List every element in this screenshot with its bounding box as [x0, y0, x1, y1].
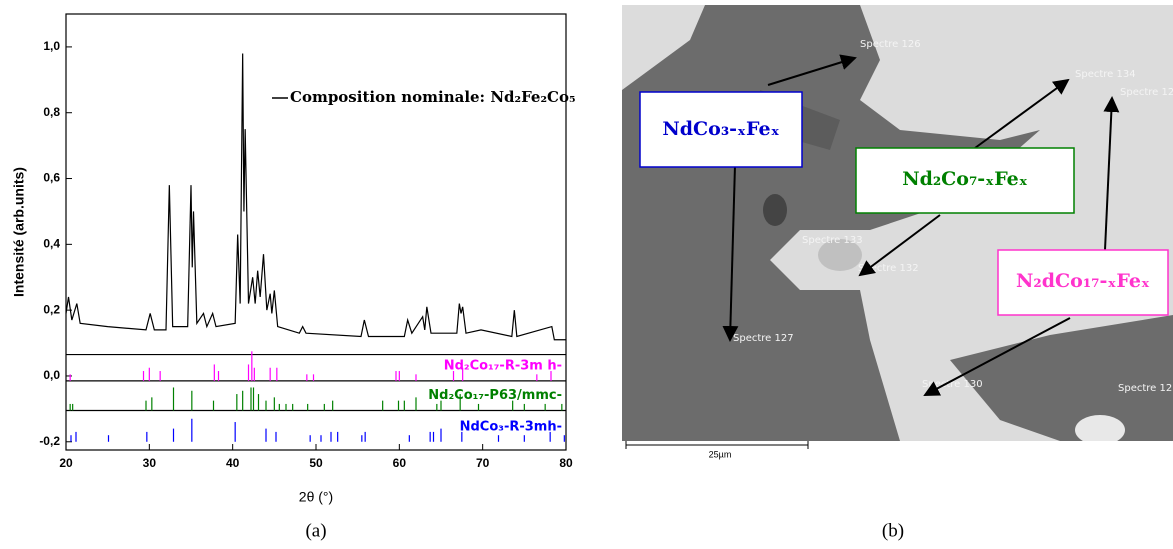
y-axis-label: Intensité (arb.units) [11, 167, 27, 297]
x-tick-label: 70 [476, 456, 490, 470]
spectrum-label: Spectre 126 [860, 39, 921, 50]
legend-label: Composition nominale: Nd₂Fe₂Co₅ [290, 88, 576, 106]
y-tick-label: -0,2 [39, 434, 60, 448]
spectrum-label: Spectre 12 [1118, 383, 1172, 394]
plot-frame [65, 13, 567, 451]
phase-box [997, 249, 1169, 316]
x-tick-label: 50 [309, 456, 323, 470]
panel-label: (a) [305, 520, 326, 541]
reference-label: Nd₂Co₁₇-R-3m h- [444, 358, 562, 373]
panel-label: (b) [882, 520, 904, 541]
y-tick-label: 0,2 [43, 302, 60, 316]
scale-label: 25µm [709, 449, 732, 459]
y-tick-label: 0,4 [43, 237, 60, 251]
xrd-line [65, 53, 566, 341]
arrows [722, 54, 1120, 396]
spectrum-label: Spectre 134 [1075, 69, 1136, 80]
reference-label: Nd₂Co₁₇-P63/mmc- [428, 388, 562, 403]
x-tick-label: 80 [559, 456, 573, 470]
spectrum-label: Spectre 133 [802, 235, 863, 246]
x-tick-label: 20 [59, 456, 73, 470]
y-tick-label: 1,0 [43, 39, 60, 53]
spectrum-label: Spectre 130 [922, 379, 983, 390]
spectrum-label: Spectre 127 [733, 333, 794, 344]
spectrum-label: Spectre 132 [858, 263, 919, 274]
phase-box [855, 147, 1075, 214]
phase-label: Nd₂Co₇-ₓFeₓ [902, 168, 1028, 190]
x-tick-label: 30 [143, 456, 157, 470]
x-tick-label: 40 [226, 456, 240, 470]
reference-label: NdCo₃-R-3mh- [460, 419, 562, 434]
x-tick-label: 60 [393, 456, 407, 470]
phase-label: N₂dCo₁₇-ₓFeₓ [1016, 270, 1150, 292]
y-tick-label: 0,0 [43, 368, 60, 382]
y-tick-label: 0,8 [43, 105, 60, 119]
spectrum-label: Spectre 129 [1120, 87, 1173, 98]
phase-label: NdCo₃-ₓFeₓ [662, 118, 779, 140]
x-axis-label: 2θ (°) [299, 489, 333, 505]
phase-box [639, 91, 803, 168]
y-tick-label: 0,6 [43, 171, 60, 185]
